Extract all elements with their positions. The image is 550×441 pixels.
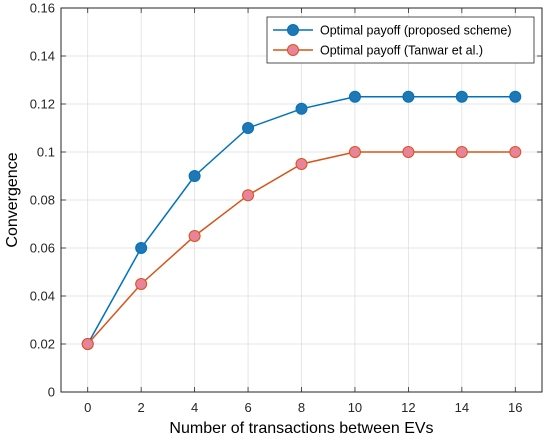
y-tick-label: 0.08 [30, 193, 55, 208]
y-tick-label: 0.02 [30, 337, 55, 352]
data-point-tanwar [348, 146, 361, 158]
data-point-proposed [348, 90, 361, 103]
legend-marker-tanwar [287, 44, 299, 56]
tick-marks [61, 7, 542, 393]
data-point-proposed [242, 122, 255, 134]
series-layer [81, 90, 522, 350]
x-tick-label: 8 [298, 400, 305, 415]
y-tick-label: 0 [48, 385, 55, 400]
data-point-tanwar [242, 189, 255, 202]
x-tick-label: 16 [508, 400, 522, 415]
y-axis-title: Convergence [4, 152, 21, 247]
x-tick-label: 6 [244, 400, 251, 415]
x-tick-label: 12 [401, 400, 415, 415]
data-point-proposed [135, 242, 148, 254]
legend-label-tanwar: Optimal payoff (Tanwar et al.) [320, 44, 483, 58]
x-tick-label: 4 [191, 400, 198, 415]
data-point-tanwar [135, 278, 148, 290]
y-tick-label: 0.12 [30, 97, 55, 112]
data-point-tanwar [81, 338, 94, 350]
data-point-tanwar [455, 146, 468, 158]
y-tick-label: 0.16 [30, 1, 55, 16]
tick-labels: 0 2 4 6 8 10 12 14 16 0 0.02 0.04 0.06 0.08 0.1 0.12 0.1… [30, 1, 523, 416]
x-tick-label: 14 [455, 400, 469, 415]
y-tick-label: 0.06 [30, 241, 55, 256]
y-tick-label: 0.1 [37, 145, 55, 160]
data-point-proposed [295, 102, 308, 115]
data-point-tanwar [295, 158, 308, 170]
data-point-proposed [455, 90, 468, 103]
data-point-tanwar [509, 146, 522, 158]
data-point-proposed [509, 90, 522, 103]
y-tick-label: 0.14 [30, 49, 55, 64]
data-point-tanwar [402, 146, 415, 158]
y-tick-label: 0.04 [30, 289, 55, 304]
legend-marker-proposed [287, 24, 299, 36]
x-axis-title: Number of transactions between EVs [169, 420, 433, 437]
data-point-proposed [188, 170, 201, 182]
x-tick-label: 0 [84, 400, 91, 415]
legend: Optimal payoff (proposed scheme) Optimal… [266, 16, 535, 64]
legend-label-proposed: Optimal payoff (proposed scheme) [320, 24, 512, 38]
x-tick-label: 10 [348, 400, 362, 415]
data-point-tanwar [188, 230, 201, 242]
x-tick-label: 2 [138, 400, 145, 415]
data-point-proposed [402, 90, 415, 103]
legend-box [266, 16, 535, 64]
